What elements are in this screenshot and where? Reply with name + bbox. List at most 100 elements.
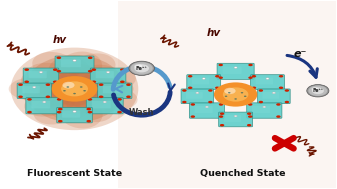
Circle shape [120,68,125,71]
Circle shape [27,98,32,101]
Circle shape [43,101,46,103]
Circle shape [307,84,329,97]
Circle shape [276,115,281,118]
FancyBboxPatch shape [98,83,132,98]
Circle shape [130,62,153,74]
Circle shape [196,92,199,94]
FancyBboxPatch shape [26,98,63,114]
Circle shape [88,57,93,59]
Circle shape [83,90,86,91]
Circle shape [33,86,36,88]
FancyBboxPatch shape [29,71,47,78]
Circle shape [57,111,62,113]
Circle shape [248,115,252,118]
Circle shape [244,96,246,97]
Circle shape [252,75,256,77]
FancyBboxPatch shape [217,63,254,79]
Circle shape [311,87,318,91]
FancyBboxPatch shape [96,71,114,78]
Circle shape [248,64,253,66]
Circle shape [225,96,227,97]
Circle shape [106,71,110,73]
Circle shape [276,103,281,106]
Circle shape [103,101,106,103]
Ellipse shape [27,63,79,91]
Circle shape [252,87,256,89]
Circle shape [247,124,251,126]
Text: Fe³⁺: Fe³⁺ [312,88,324,93]
Ellipse shape [82,85,137,110]
Circle shape [263,106,266,108]
Circle shape [215,87,219,89]
Ellipse shape [76,77,133,101]
Circle shape [234,98,237,100]
Circle shape [129,61,154,75]
Circle shape [45,83,50,86]
FancyBboxPatch shape [103,86,120,93]
Circle shape [88,111,92,113]
Circle shape [248,76,253,79]
Circle shape [24,68,29,71]
Circle shape [219,103,223,106]
Circle shape [308,85,327,96]
Circle shape [63,90,66,91]
Circle shape [57,98,62,101]
Ellipse shape [49,72,100,106]
Circle shape [126,83,131,86]
Circle shape [117,111,122,113]
Circle shape [73,93,76,94]
Circle shape [205,106,209,108]
FancyBboxPatch shape [247,103,282,118]
Circle shape [202,78,205,80]
Text: Quenched State: Quenched State [200,169,285,178]
FancyBboxPatch shape [187,75,221,89]
Circle shape [285,101,289,103]
Circle shape [18,95,23,98]
Circle shape [188,87,192,89]
FancyBboxPatch shape [257,89,290,104]
Circle shape [272,92,275,94]
Circle shape [87,120,91,122]
Circle shape [220,124,224,126]
Bar [118,1,336,188]
Circle shape [117,98,122,101]
FancyBboxPatch shape [61,59,81,67]
Ellipse shape [24,89,76,117]
Ellipse shape [24,82,79,107]
Circle shape [182,101,187,103]
Ellipse shape [33,94,81,125]
FancyBboxPatch shape [223,67,242,74]
Circle shape [18,83,23,86]
Circle shape [188,75,192,77]
Circle shape [208,89,213,92]
Circle shape [52,76,97,102]
Ellipse shape [67,65,119,92]
Circle shape [248,103,252,106]
FancyBboxPatch shape [186,92,203,99]
Circle shape [87,108,91,110]
FancyBboxPatch shape [17,83,51,98]
FancyBboxPatch shape [224,115,241,122]
Circle shape [134,64,149,72]
Ellipse shape [21,70,76,95]
FancyBboxPatch shape [252,106,270,113]
Ellipse shape [11,48,138,130]
Circle shape [61,81,88,96]
Circle shape [62,82,74,88]
Circle shape [126,95,131,98]
Ellipse shape [38,64,112,114]
Circle shape [247,112,251,115]
FancyBboxPatch shape [219,112,252,127]
Circle shape [53,81,58,83]
FancyBboxPatch shape [86,98,123,114]
FancyBboxPatch shape [189,103,224,118]
FancyBboxPatch shape [192,78,209,84]
Ellipse shape [32,52,80,82]
Circle shape [241,92,243,93]
Text: Wash: Wash [129,108,154,117]
Circle shape [220,112,224,115]
Circle shape [279,87,283,89]
FancyBboxPatch shape [62,111,80,118]
FancyBboxPatch shape [263,92,279,99]
Circle shape [312,87,324,94]
